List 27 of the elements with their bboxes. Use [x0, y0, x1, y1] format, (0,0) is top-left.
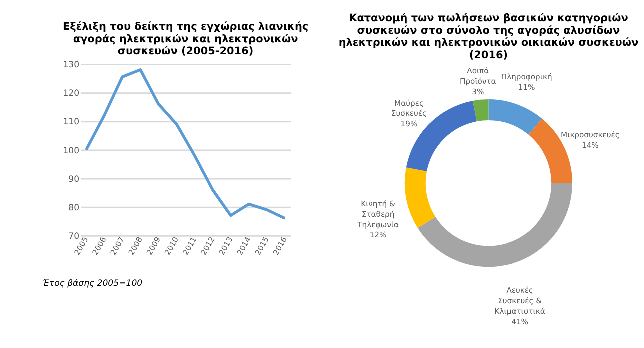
chart-title: Κατανομή των πωλήσεων βασικών κατηγοριών συσκευών στο σύνολο της αγοράς αλυσίδων ηλεκτρικών και ηλεκτρονικών οικιακών συσκευών (2016)	[338, 12, 639, 62]
donut-slice	[418, 183, 573, 268]
y-tick-label: 110	[63, 118, 80, 128]
chart-title: Εξέλιξη του δείκτη της εγχώριας λιανικής αγοράς ηλεκτρικών και ηλεκτρονικών συσκευών (2005-2016)	[62, 20, 309, 58]
y-tick-label: 120	[63, 89, 80, 100]
slice-label: Κινητή & Σταθερή Τηλεφωνία	[356, 199, 399, 230]
slice-label: Μικροσυσκευές	[561, 130, 620, 140]
slice-label: Λευκές Συσκευές & Κλιματιστικά	[494, 286, 546, 316]
data-label: 41%	[512, 318, 529, 327]
donut-slice	[488, 100, 542, 135]
line-series	[84, 68, 287, 220]
slice-label: Πληροφορική	[501, 72, 552, 82]
y-tick-label: 130	[63, 60, 80, 71]
data-label: 19%	[400, 120, 418, 129]
y-tick-label: 70	[68, 232, 80, 242]
data-label: 12%	[370, 230, 387, 240]
y-tick-label: 80	[68, 203, 80, 214]
slice-label: Λοιπά Προϊόντα	[460, 66, 496, 86]
data-label: 14%	[582, 140, 599, 150]
donut-slice	[405, 168, 436, 228]
y-tick-label: 90	[68, 174, 80, 185]
slice-label: Μαύρες Συσκευές	[391, 98, 428, 118]
donut-slice	[473, 100, 489, 122]
text: Έτος βάσης 2005=100	[42, 279, 144, 290]
data-label: 11%	[518, 82, 536, 92]
y-tick-label: 100	[63, 146, 80, 156]
data-label: 3%	[472, 87, 484, 96]
